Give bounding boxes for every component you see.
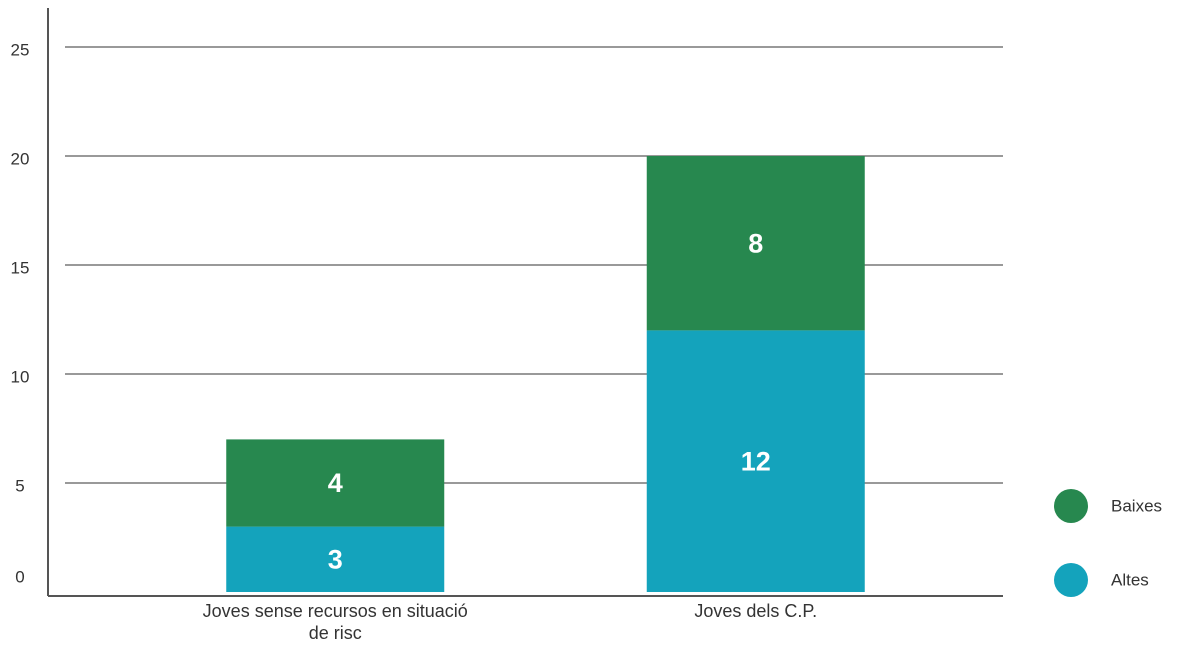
data-label: 12 (741, 446, 771, 476)
legend-marker (1054, 563, 1088, 597)
data-label: 8 (748, 228, 763, 258)
bar-segment (226, 439, 445, 527)
y-tick-label: 20 (11, 149, 30, 168)
data-label: 4 (328, 468, 343, 498)
bar-segment (646, 330, 865, 592)
bar-segment (226, 526, 445, 592)
x-tick-label: Joves dels C.P. (694, 601, 818, 621)
y-tick-label: 5 (15, 476, 24, 495)
x-tick-label: Joves sense recursos en situació de risc (202, 601, 468, 643)
legend-label: Baixes (1111, 496, 1162, 515)
y-tick-label: 10 (11, 367, 30, 386)
legend-marker (1054, 489, 1088, 523)
bar-segment (646, 156, 865, 331)
y-tick-label: 25 (11, 40, 30, 59)
y-tick-label: 15 (11, 258, 30, 277)
legend-label: Altes (1111, 570, 1149, 589)
data-label: 3 (328, 544, 343, 574)
y-tick-label: 0 (15, 567, 24, 586)
